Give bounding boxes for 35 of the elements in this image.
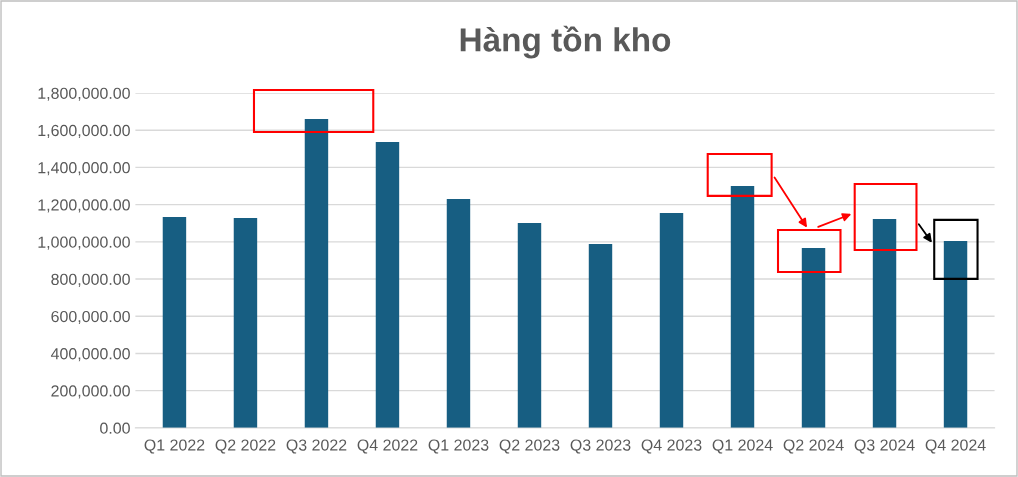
y-tick-label: 1,800,000.00 — [38, 87, 130, 101]
y-tick-label: 1,000,000.00 — [38, 236, 130, 250]
bar — [446, 199, 471, 428]
bar — [943, 240, 968, 428]
x-tick-label: Q4 2022 — [357, 439, 418, 454]
bar — [375, 141, 400, 428]
y-tick-label: 800,000.00 — [51, 273, 130, 287]
bar — [304, 119, 329, 428]
bar — [162, 216, 187, 428]
y-tick-label: 1,200,000.00 — [38, 199, 130, 213]
x-tick-label: Q3 2024 — [854, 439, 915, 454]
y-tick-label: 400,000.00 — [50, 348, 130, 362]
chart-title: Hàng tồn kho — [460, 25, 671, 59]
x-tick-label: Q1 2023 — [428, 439, 489, 454]
x-tick-label: Q4 2024 — [925, 439, 986, 454]
bar — [730, 186, 755, 428]
x-tick-label: Q2 2024 — [783, 439, 844, 454]
y-tick-label: 0.00 — [100, 422, 130, 434]
x-tick-label: Q4 2023 — [641, 439, 702, 454]
bar — [872, 218, 897, 428]
bar — [659, 213, 684, 428]
bar — [233, 218, 258, 428]
x-tick-label: Q1 2024 — [712, 439, 773, 454]
y-tick-label: 200,000.00 — [51, 385, 130, 399]
x-tick-label: Q3 2023 — [570, 439, 631, 454]
x-tick-label: Q3 2022 — [286, 439, 347, 454]
bar — [588, 243, 613, 428]
bar — [801, 247, 826, 428]
y-tick-label: 600,000.00 — [51, 310, 130, 325]
y-tick-label: 1,600,000.00 — [38, 124, 130, 139]
x-tick-label: Q1 2022 — [144, 439, 205, 454]
bar — [517, 223, 542, 428]
x-tick-label: Q2 2023 — [499, 439, 560, 454]
y-tick-label: 1,400,000.00 — [38, 162, 130, 176]
x-tick-label: Q2 2022 — [215, 439, 276, 454]
